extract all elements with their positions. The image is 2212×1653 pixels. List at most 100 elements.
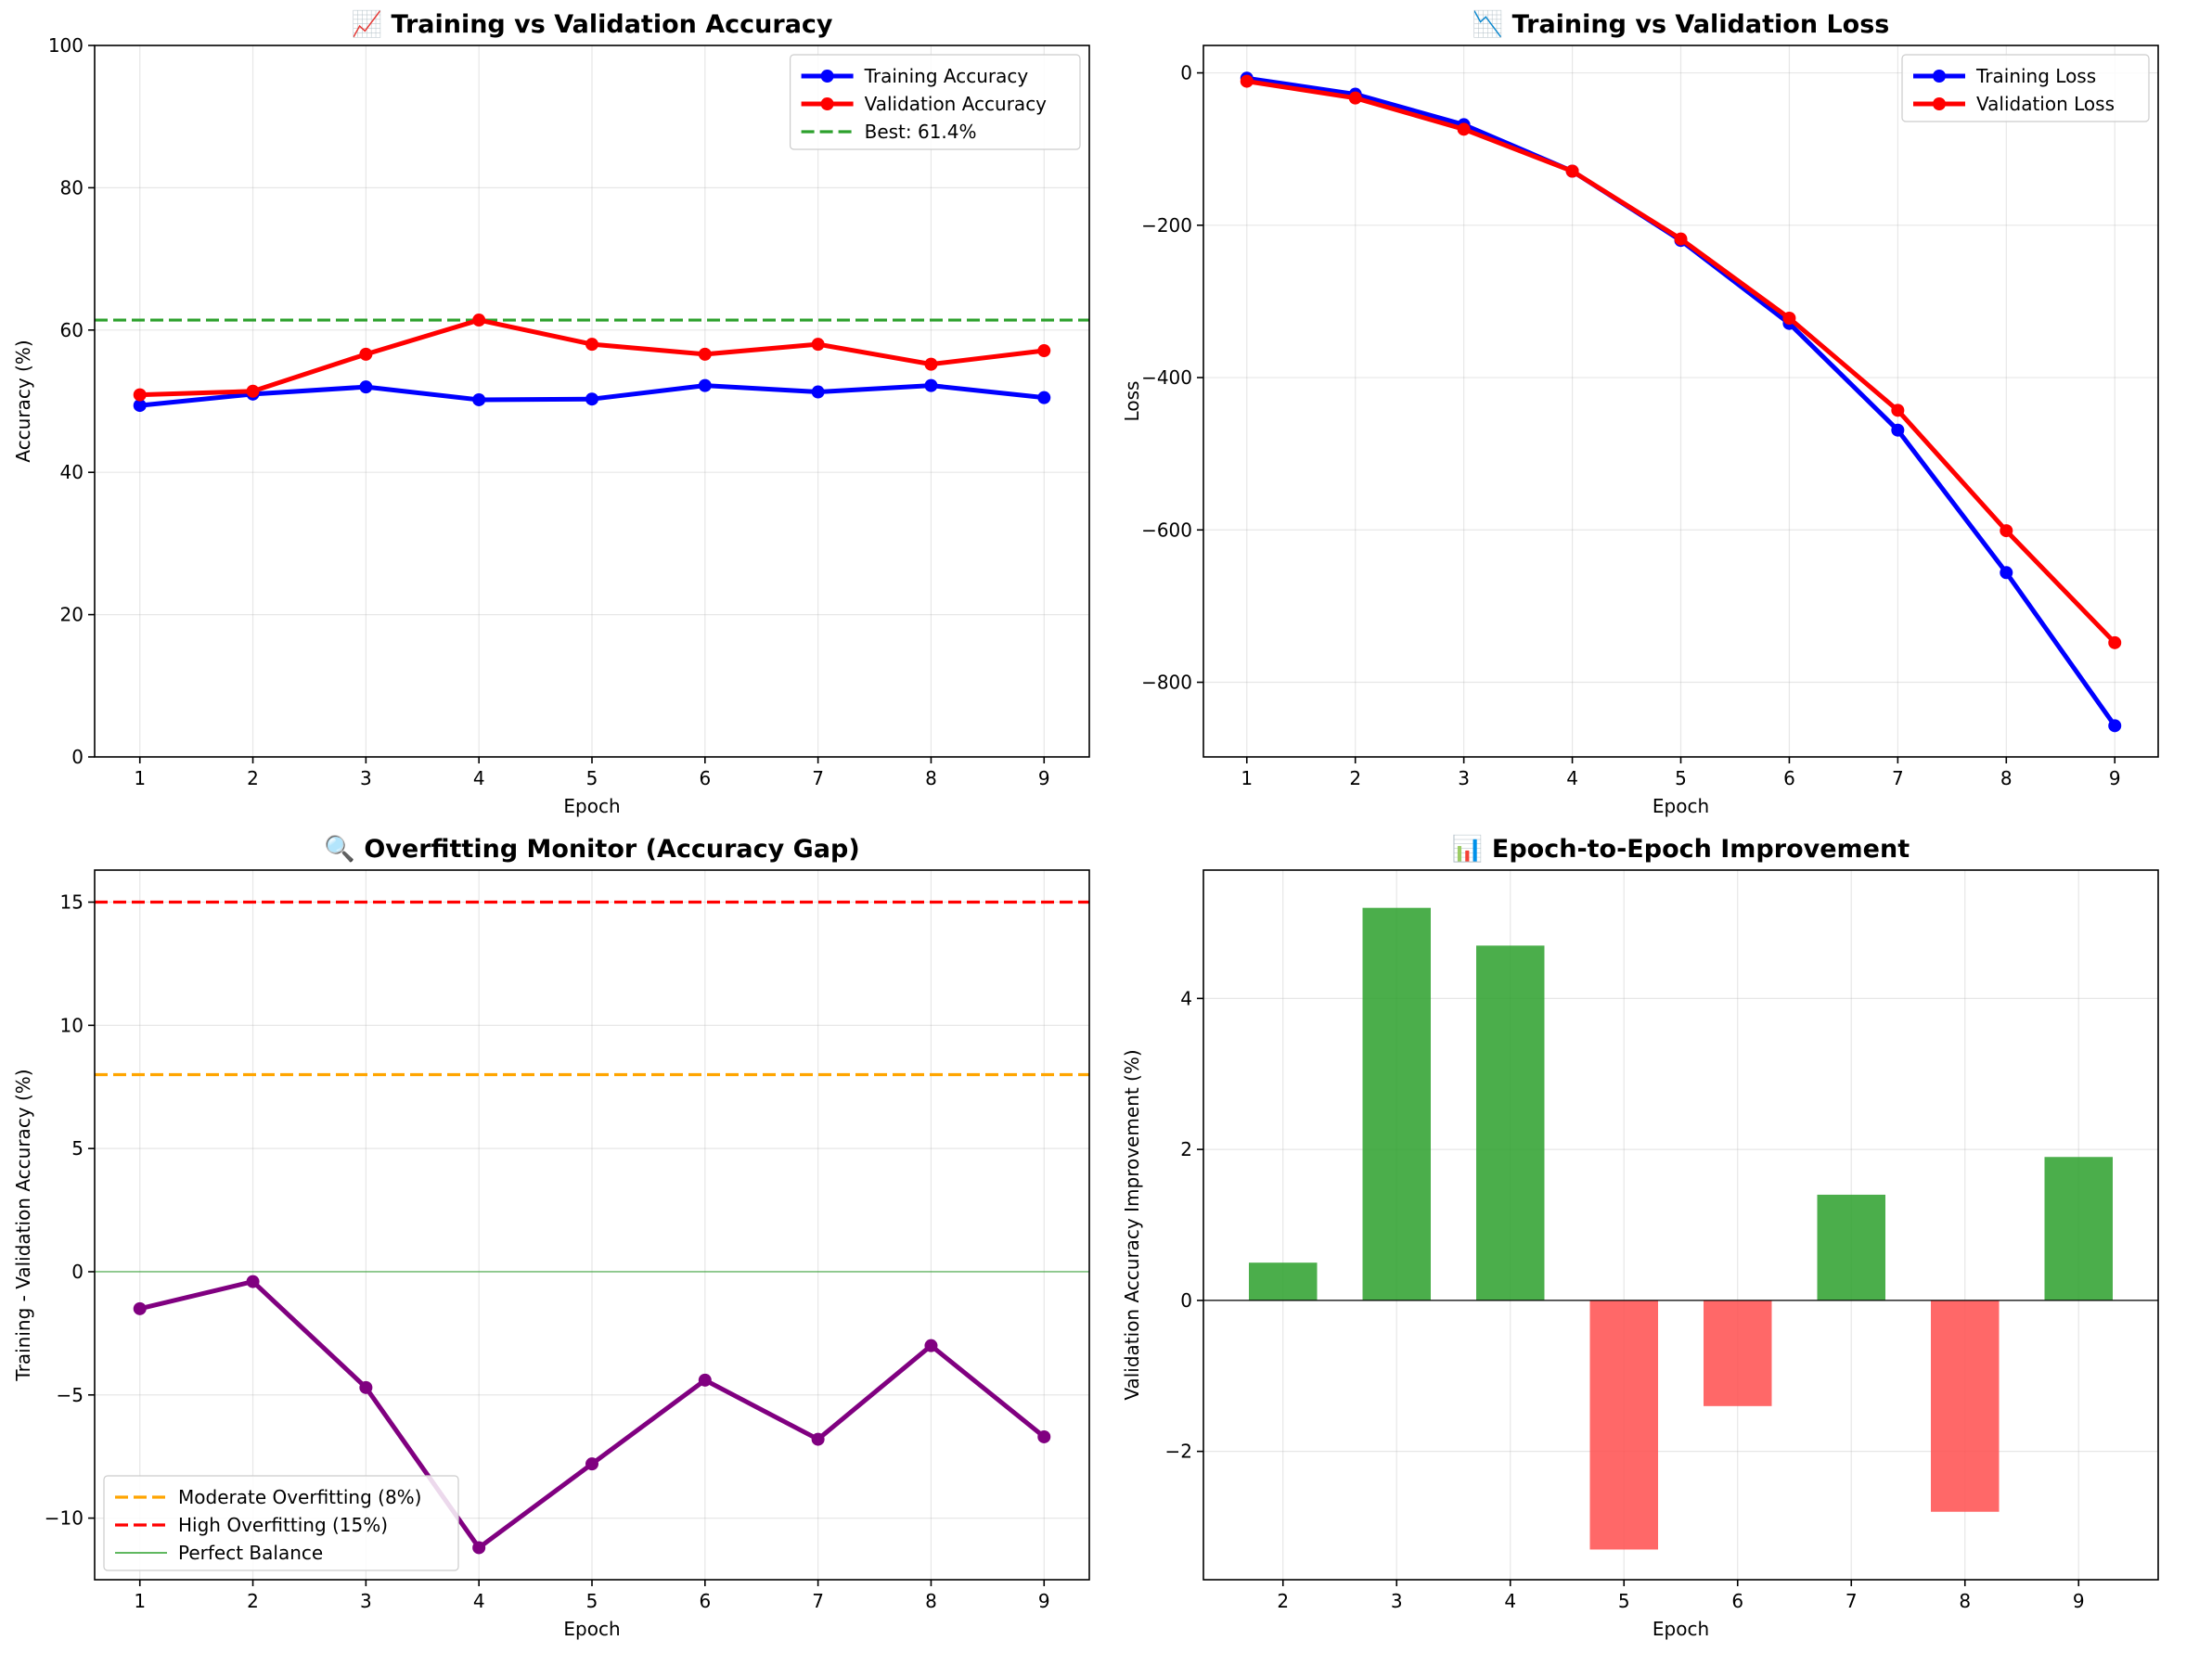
- x-tick-label: 6: [699, 1590, 711, 1612]
- data-point: [1891, 423, 1905, 437]
- data-point: [2000, 524, 2013, 538]
- y-tick-label: 0: [71, 1261, 84, 1283]
- bar-epoch-9: [2044, 1157, 2113, 1301]
- data-point: [133, 399, 147, 413]
- plot-area: [95, 314, 1089, 413]
- x-tick-label: 9: [1038, 1590, 1050, 1612]
- data-point: [246, 1275, 260, 1288]
- legend-label: Moderate Overfitting (8%): [178, 1486, 421, 1508]
- data-point: [811, 338, 825, 352]
- x-tick-label: 6: [699, 767, 711, 789]
- y-tick-label: −2: [1165, 1441, 1192, 1463]
- legend-box: [789, 54, 1081, 150]
- legend-marker: [820, 70, 834, 83]
- chart-imp: 2 3 4 5 6 7 8 9 −2 0 2 4 📊 Epoch-to-Epoch Improvemen…: [1121, 834, 2159, 1640]
- data-point: [924, 357, 938, 371]
- data-point: [359, 380, 373, 394]
- bar-epoch-8: [1931, 1300, 2000, 1512]
- data-point: [585, 1457, 598, 1471]
- data-point: [246, 384, 260, 398]
- x-tick-label: 5: [1675, 767, 1687, 789]
- data-point: [811, 1432, 825, 1446]
- x-tick-label: 1: [134, 1590, 146, 1612]
- x-tick-label: 3: [1458, 767, 1470, 789]
- data-point: [359, 347, 373, 361]
- data-point: [1565, 164, 1579, 178]
- x-tick-label: 7: [812, 1590, 824, 1612]
- y-axis-label: Loss: [1121, 381, 1143, 422]
- x-tick-label: 9: [1038, 767, 1050, 789]
- x-axis-label: Epoch: [563, 795, 620, 817]
- data-point: [1240, 74, 1254, 88]
- data-point: [2108, 635, 2122, 649]
- y-axis-label: Validation Accuracy Improvement (%): [1121, 1049, 1143, 1400]
- x-tick-label: 1: [134, 767, 146, 789]
- x-tick-label: 8: [1959, 1590, 1971, 1612]
- axes-frame: [1202, 45, 2159, 758]
- bar-epoch-6: [1704, 1300, 1772, 1406]
- data-point: [2108, 719, 2122, 733]
- legend-marker: [1933, 97, 1946, 110]
- plot-area: [1240, 71, 2122, 733]
- x-tick-label: 5: [1618, 1590, 1630, 1612]
- x-tick-label: 6: [1783, 767, 1795, 789]
- data-point: [1037, 1429, 1051, 1443]
- data-point: [2000, 566, 2013, 580]
- legend: Training Loss Validation Loss: [1901, 54, 2150, 122]
- y-tick-label: 5: [71, 1137, 84, 1160]
- data-point: [924, 378, 938, 392]
- x-tick-label: 7: [1892, 767, 1904, 789]
- x-axis-label: Epoch: [1653, 795, 1709, 817]
- y-tick-label: 40: [60, 461, 84, 483]
- legend-marker: [1933, 70, 1946, 83]
- x-axis-label: Epoch: [1653, 1618, 1709, 1640]
- x-tick-label: 4: [473, 767, 485, 789]
- legend-marker: [820, 97, 834, 110]
- data-point: [133, 388, 147, 402]
- y-tick-label: −5: [57, 1384, 84, 1406]
- x-tick-label: 3: [360, 767, 372, 789]
- x-axis-label: Epoch: [563, 1618, 620, 1640]
- x-tick-label: 4: [1504, 1590, 1516, 1612]
- data-point: [359, 1380, 373, 1394]
- chart-loss: 1 2 3 4 5 6 7 8 9 −800 −600 −400 −200 0 📉 Training vs …: [1121, 9, 2159, 817]
- data-point: [585, 338, 598, 352]
- legend-label: Best: 61.4%: [865, 121, 977, 143]
- x-tick-label: 6: [1731, 1590, 1743, 1612]
- y-tick-label: −200: [1141, 214, 1192, 237]
- y-tick-label: 60: [60, 319, 84, 341]
- y-tick-label: −400: [1141, 366, 1192, 389]
- data-point: [1782, 311, 1796, 325]
- chart-acc: 1 2 3 4 5 6 7 8 9 0 20 40 60 80 100 📈 Training vs Valid…: [12, 9, 1090, 817]
- axes-frame: [94, 45, 1090, 758]
- y-tick-label: 0: [1180, 62, 1192, 84]
- y-tick-label: −800: [1141, 672, 1192, 694]
- plot-area: [1203, 907, 2158, 1550]
- data-point: [1037, 344, 1051, 358]
- y-tick-label: 4: [1180, 987, 1192, 1009]
- data-point: [698, 347, 712, 361]
- bar-epoch-7: [1817, 1194, 1885, 1301]
- chart-title: 📈 Training vs Validation Accuracy: [351, 9, 832, 39]
- x-tick-label: 5: [586, 1590, 598, 1612]
- legend-label: Validation Loss: [1976, 93, 2115, 115]
- x-tick-label: 4: [473, 1590, 485, 1612]
- x-tick-label: 9: [2073, 1590, 2085, 1612]
- legend-label: Validation Accuracy: [865, 93, 1048, 115]
- x-tick-label: 3: [1391, 1590, 1403, 1612]
- y-axis-label: Training - Validation Accuracy (%): [12, 1069, 34, 1381]
- x-tick-label: 7: [1845, 1590, 1858, 1612]
- bar-epoch-3: [1362, 907, 1431, 1301]
- data-point: [1348, 91, 1362, 105]
- x-tick-label: 8: [925, 767, 937, 789]
- chart-gap: 1 2 3 4 5 6 7 8 9 −10 −5 0 5 10 15 🔍 Overfitting Monito…: [12, 832, 1090, 1640]
- x-tick-label: 2: [247, 767, 259, 789]
- y-tick-label: 15: [60, 891, 84, 914]
- x-tick-label: 2: [1277, 1590, 1289, 1612]
- data-point: [472, 314, 486, 327]
- y-tick-label: 2: [1180, 1138, 1192, 1160]
- legend: Moderate Overfitting (8%) High Overfittin…: [103, 1475, 459, 1571]
- x-tick-label: 9: [2109, 767, 2121, 789]
- data-point: [1891, 404, 1905, 417]
